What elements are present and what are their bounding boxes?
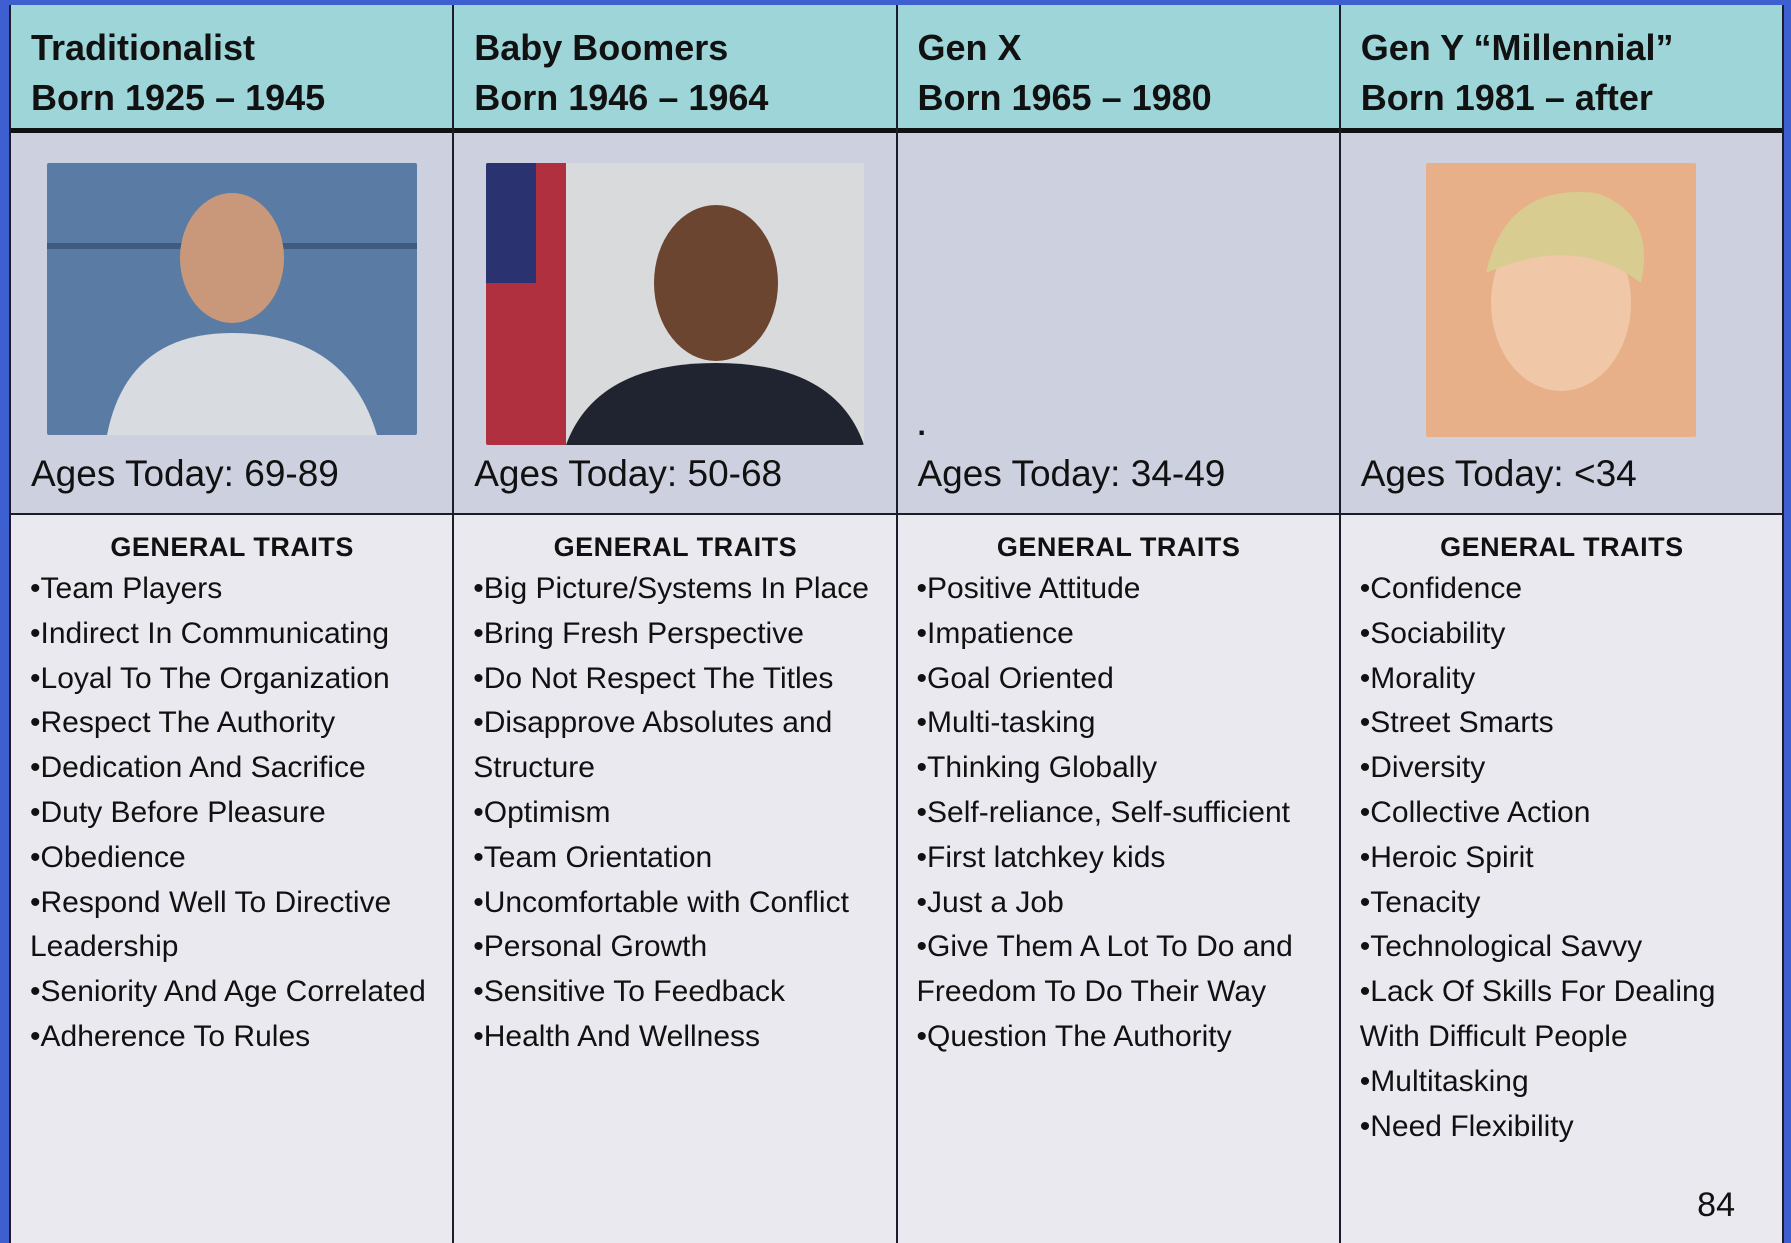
trait: Sociability [1360,612,1764,657]
column: Gen Y “Millennial” Born 1981 – after Age… [1341,5,1782,1243]
ages: Ages Today: 34-49 [918,453,1226,495]
column-header: Baby Boomers Born 1946 – 1964 [454,5,895,133]
trait: First latchkey kids [917,836,1321,881]
traits-cell: GENERAL TRAITS Big Picture/Systems In Pl… [454,515,895,1243]
trait: Impatience [917,612,1321,657]
trait: Technological Savvy [1360,925,1764,970]
photo-cell: Ages Today: 50-68 [454,133,895,515]
trait: Respond Well To Directive Leadership [30,881,434,971]
photo [47,163,417,435]
trait: Self-reliance, Self-sufficient [917,791,1321,836]
trait: Goal Oriented [917,657,1321,702]
header-line: Baby Boomers [474,23,875,73]
trait: Give Them A Lot To Do and Freedom To Do … [917,925,1321,1015]
trait: Health And Wellness [473,1015,877,1060]
trait: Uncomfortable with Conflict [473,881,877,926]
trait: Positive Attitude [917,567,1321,612]
trait: Bring Fresh Perspective [473,612,877,657]
trait: Seniority And Age Correlated [30,970,434,1015]
traits-title: GENERAL TRAITS [30,527,434,567]
trait: Multi-tasking [917,701,1321,746]
traits-list: Positive AttitudeImpatienceGoal Oriented… [917,567,1321,1060]
trait: Respect The Authority [30,701,434,746]
traits-title: GENERAL TRAITS [473,527,877,567]
header-line: Born 1965 – 1980 [918,73,1319,123]
traits-list: Big Picture/Systems In PlaceBring Fresh … [473,567,877,1060]
trait: Obedience [30,836,434,881]
header-line: Born 1925 – 1945 [31,73,432,123]
traits-cell: GENERAL TRAITS ConfidenceSociabilityMora… [1341,515,1782,1243]
photo-cell: Ages Today: 69-89 [11,133,452,515]
trait: Dedication And Sacrifice [30,746,434,791]
trait: Collective Action [1360,791,1764,836]
page: Traditionalist Born 1925 – 1945 Ages Tod… [0,0,1791,1243]
ages: Ages Today: 50-68 [474,453,782,495]
column-header: Traditionalist Born 1925 – 1945 [11,5,452,133]
trait: Morality [1360,657,1764,702]
column: Gen X Born 1965 – 1980 . Ages Today: 34-… [898,5,1339,1243]
trait: Disapprove Absolutes and Structure [473,701,877,791]
photo [1426,163,1696,437]
note: . [918,409,926,443]
header-line: Born 1946 – 1964 [474,73,875,123]
ages: Ages Today: 69-89 [31,453,339,495]
trait: Question The Authority [917,1015,1321,1060]
header-line: Traditionalist [31,23,432,73]
traits-cell: GENERAL TRAITS Team PlayersIndirect In C… [11,515,452,1243]
trait: Adherence To Rules [30,1015,434,1060]
trait: Big Picture/Systems In Place [473,567,877,612]
column-header: Gen X Born 1965 – 1980 [898,5,1339,133]
header-line: Born 1981 – after [1361,73,1762,123]
generations-table: Traditionalist Born 1925 – 1945 Ages Tod… [9,5,1784,1243]
trait: Diversity [1360,746,1764,791]
column: Baby Boomers Born 1946 – 1964 Ages Today… [454,5,895,1243]
trait: Heroic Spirit [1360,836,1764,881]
trait: Tenacity [1360,881,1764,926]
trait: Team Players [30,567,434,612]
photo-cell: Ages Today: <34 [1341,133,1782,515]
trait: Loyal To The Organization [30,657,434,702]
trait: Optimism [473,791,877,836]
traits-title: GENERAL TRAITS [917,527,1321,567]
trait: Just a Job [917,881,1321,926]
trait: Street Smarts [1360,701,1764,746]
trait: Thinking Globally [917,746,1321,791]
header-line: Gen X [918,23,1319,73]
trait: Multitasking [1360,1060,1764,1105]
traits-list: ConfidenceSociabilityMoralityStreet Smar… [1360,567,1764,1149]
trait: Confidence [1360,567,1764,612]
header-line: Gen Y “Millennial” [1361,23,1762,73]
trait: Duty Before Pleasure [30,791,434,836]
ages: Ages Today: <34 [1361,453,1637,495]
trait: Do Not Respect The Titles [473,657,877,702]
trait: Sensitive To Feedback [473,970,877,1015]
traits-list: Team PlayersIndirect In CommunicatingLoy… [30,567,434,1060]
page-number: 84 [1697,1186,1735,1225]
traits-title: GENERAL TRAITS [1360,527,1764,567]
trait: Indirect In Communicating [30,612,434,657]
photo-cell: . Ages Today: 34-49 [898,133,1339,515]
trait: Team Orientation [473,836,877,881]
traits-cell: GENERAL TRAITS Positive AttitudeImpatien… [898,515,1339,1243]
trait: Personal Growth [473,925,877,970]
trait: Lack Of Skills For Dealing With Difficul… [1360,970,1764,1060]
column: Traditionalist Born 1925 – 1945 Ages Tod… [11,5,452,1243]
photo [486,163,864,445]
column-header: Gen Y “Millennial” Born 1981 – after [1341,5,1782,133]
trait: Need Flexibility [1360,1105,1764,1150]
